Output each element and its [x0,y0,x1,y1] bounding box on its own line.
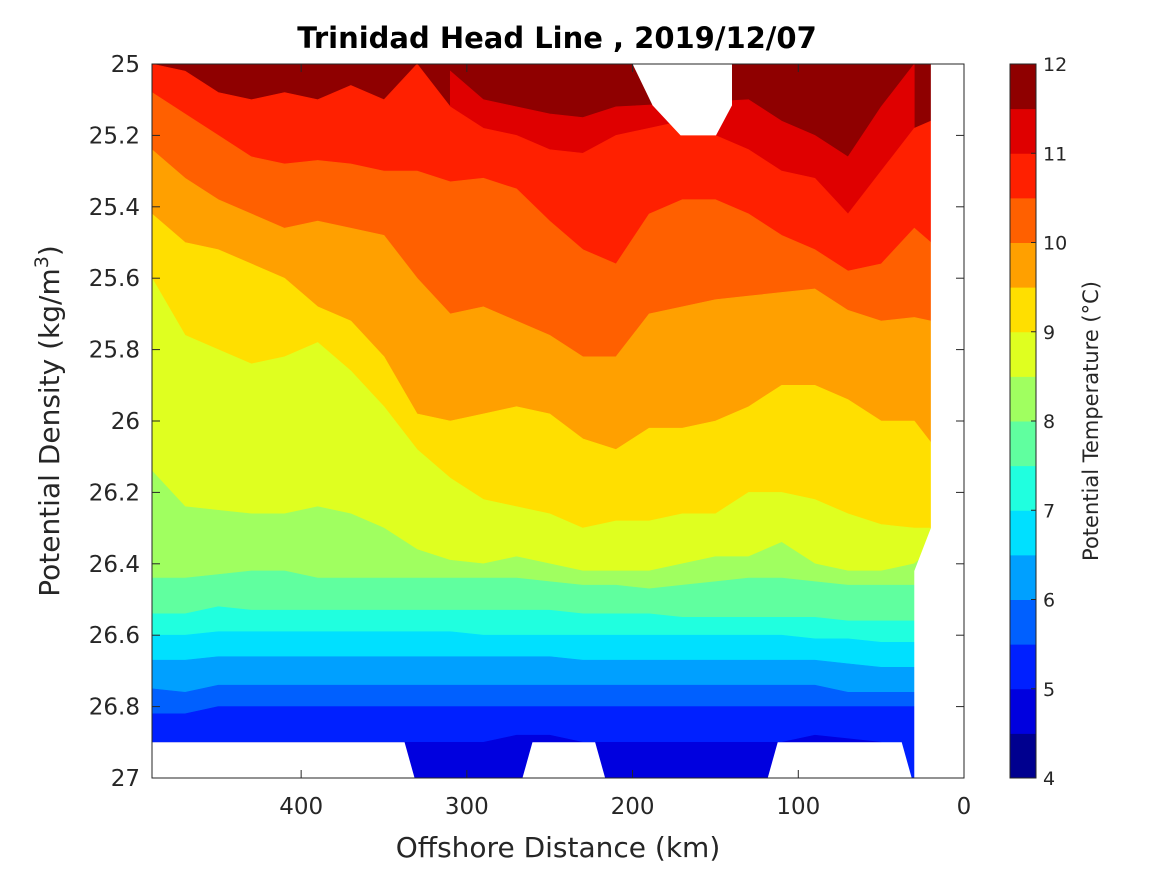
y-axis-label: Potential Density (kg/m3) [31,245,66,597]
y-tick-label: 25 [111,52,140,78]
y-tick-label: 26.4 [89,552,140,578]
x-tick-label: 0 [957,794,972,820]
y-axis-label-superscript: 3 [31,256,53,268]
colorbar-tick-label: 5 [1043,679,1055,701]
y-axis-label-close: ) [33,245,66,256]
colorbar-tick-label: 9 [1043,322,1055,344]
colorbar-bands [1010,64,1036,779]
colorbar-band [1010,599,1036,645]
colorbar-label: Potential Temperature (°C) [1079,281,1103,561]
y-tick-label: 26 [111,409,140,435]
chart-title: Trinidad Head Line , 2019/12/07 [297,21,817,55]
colorbar-ticks: 4 5 6 7 8 9 10 11 12 [1031,54,1067,790]
plot-area [152,64,964,778]
y-tick-label: 26.2 [89,480,140,506]
x-axis-label: Offshore Distance (km) [396,831,721,864]
colorbar-band [1010,644,1036,690]
x-tick-label: 400 [279,794,323,820]
y-tick-label: 25.6 [89,266,140,292]
no-data-surface-0 [632,64,732,136]
x-axis-ticks: 0 100 200 300 400 [279,64,971,820]
colorbar-band [1010,465,1036,511]
no-data-bottom-4 [767,742,912,778]
x-tick-label: 300 [445,794,489,820]
y-axis-ticks: 25 25.2 25.4 25.6 25.8 26 26.2 26.4 26.6 26.8 27 [89,52,964,792]
y-tick-label: 27 [111,766,140,792]
no-data-bottom-0 [152,742,415,778]
no-data-inshore [914,64,964,778]
colorbar-tick-label: 6 [1043,590,1055,612]
y-tick-label: 26.8 [89,695,140,721]
colorbar-band [1010,554,1036,600]
colorbar-tick-label: 12 [1043,54,1067,76]
x-tick-label: 200 [611,794,655,820]
colorbar: 4 5 6 7 8 9 10 11 12 [1009,54,1067,790]
colorbar-tick-label: 10 [1043,233,1067,255]
colorbar-band [1010,331,1036,377]
x-tick-label: 100 [776,794,820,820]
data-coverage-mask [152,64,964,778]
colorbar-band [1010,108,1036,154]
colorbar-tick-label: 4 [1043,768,1055,790]
y-tick-label: 26.6 [89,623,140,649]
colorbar-band [1010,510,1036,556]
colorbar-band [1010,421,1036,467]
colorbar-band [1010,242,1036,288]
colorbar-band [1010,733,1036,779]
colorbar-band [1010,376,1036,422]
axes: 0 100 200 300 400 25 25.2 25.4 25.6 25.8 26 26.2 26… [89,52,972,820]
y-tick-label: 25.4 [89,195,140,221]
y-tick-label: 25.2 [89,123,140,149]
colorbar-tick-label: 11 [1043,143,1067,165]
colorbar-band [1010,197,1036,243]
contour-fills [152,64,964,778]
colorbar-band [1010,153,1036,199]
colorbar-tick-label: 8 [1043,411,1055,433]
colorbar-tick-label: 7 [1043,500,1055,522]
colorbar-band [1010,688,1036,734]
colorbar-band [1010,64,1036,110]
y-tick-label: 25.8 [89,338,140,364]
colorbar-band [1010,287,1036,333]
y-axis-label-main: Potential Density (kg/m [33,268,66,597]
no-data-bottom-2 [522,742,606,778]
